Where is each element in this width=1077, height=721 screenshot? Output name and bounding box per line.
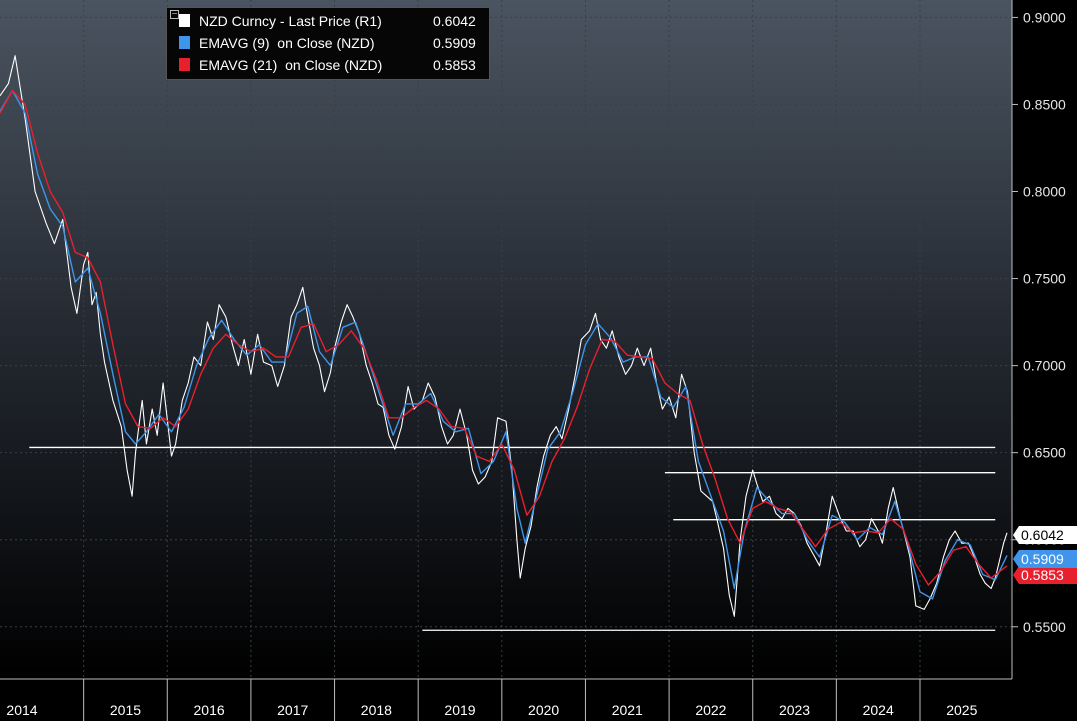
x-tick-label: 2016 xyxy=(194,702,225,718)
plot-background xyxy=(0,0,1012,679)
ema21-line xyxy=(0,89,1008,586)
axis-background xyxy=(1012,0,1077,721)
x-tick-label: 2014 xyxy=(6,702,37,718)
legend-item-ema9[interactable]: EMAVG (9) on Close (NZD) 0.5909 xyxy=(179,33,476,53)
y-tick-label: 0.5500 xyxy=(1023,619,1066,635)
legend-label: EMAVG (9) on Close (NZD) xyxy=(199,35,375,51)
x-tick-label: 2021 xyxy=(612,702,643,718)
red-swatch-icon xyxy=(179,58,190,71)
x-tick-label: 2022 xyxy=(695,702,726,718)
x-axis-background xyxy=(0,679,1012,721)
legend-value: 0.5853 xyxy=(433,57,476,73)
y-tick-label: 0.6500 xyxy=(1023,445,1066,461)
last-price-tag-label: 0.6042 xyxy=(1021,527,1064,543)
y-tick-label: 0.8000 xyxy=(1023,184,1066,200)
white-swatch-icon xyxy=(179,14,190,27)
x-tick-label: 2023 xyxy=(779,702,810,718)
horizontal-levels xyxy=(29,446,996,631)
ema21-tag-box xyxy=(1013,566,1077,584)
legend-label: EMAVG (21) on Close (NZD) xyxy=(199,57,383,73)
x-axis-ticks: 2014 2015 2016 2017 2018 2019 2020 2021 2022 2023… xyxy=(6,679,978,721)
x-tick-label: 2019 xyxy=(444,702,475,718)
legend-value: 0.5909 xyxy=(433,35,476,51)
x-tick-label: 2024 xyxy=(863,702,894,718)
y-tick-label: 0.7500 xyxy=(1023,271,1066,287)
blue-swatch-icon xyxy=(179,36,190,49)
ema9-line xyxy=(0,89,1008,600)
y-tick-label: 0.7000 xyxy=(1023,358,1066,374)
collapse-icon[interactable]: − xyxy=(170,9,179,19)
legend[interactable]: − NZD Curncy - Last Price (R1) 0.6042 EM… xyxy=(166,7,490,80)
legend-value: 0.6042 xyxy=(433,13,476,29)
series-group xyxy=(0,55,1008,617)
y-tick-label: 0.9000 xyxy=(1023,9,1066,25)
x-tick-label: 2015 xyxy=(110,702,141,718)
last-price-tag-box xyxy=(1013,526,1077,544)
ema9-tag-box xyxy=(1013,550,1077,568)
ema9-tag-label: 0.5909 xyxy=(1021,551,1064,567)
legend-label: NZD Curncy - Last Price (R1) xyxy=(199,13,382,29)
legend-item-ema21[interactable]: EMAVG (21) on Close (NZD) 0.5853 xyxy=(179,55,476,75)
x-tick-label: 2020 xyxy=(528,702,559,718)
x-tick-label: 2017 xyxy=(277,702,308,718)
last-value-tags: 0.5853 0.6042 0.5909 xyxy=(1013,526,1077,584)
ema21-tag-label: 0.5853 xyxy=(1021,567,1064,583)
x-tick-label: 2018 xyxy=(361,702,392,718)
legend-item-last-price[interactable]: NZD Curncy - Last Price (R1) 0.6042 xyxy=(179,11,476,31)
x-tick-label: 2025 xyxy=(946,702,977,718)
y-tick-label: 0.8500 xyxy=(1023,96,1066,112)
